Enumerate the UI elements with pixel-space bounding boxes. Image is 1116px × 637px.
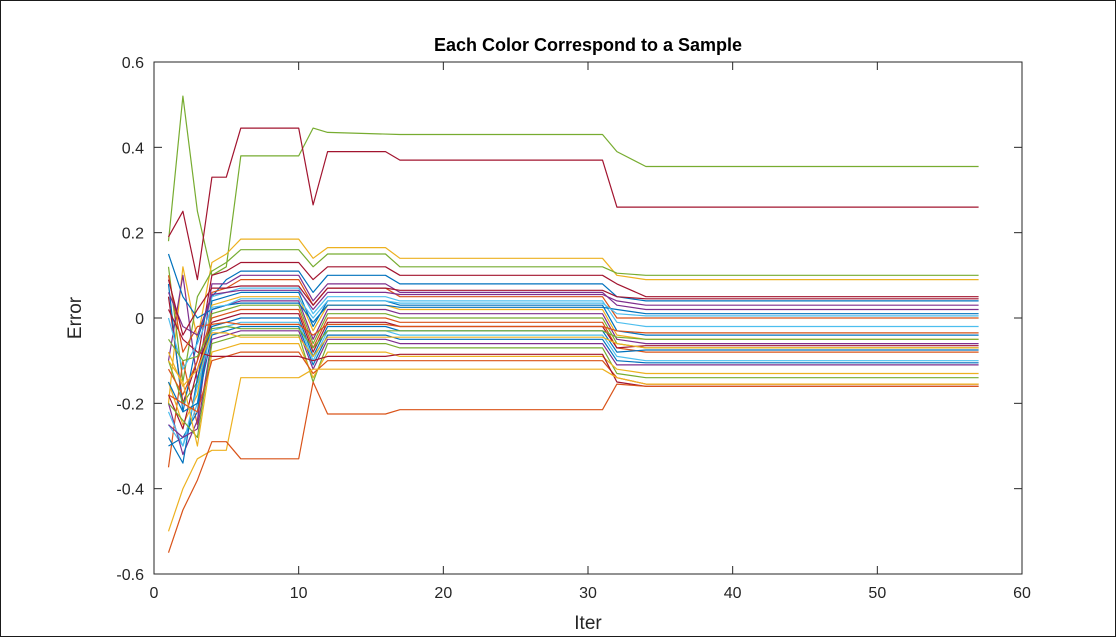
series-layer	[167, 95, 979, 553]
x-axis-label: Iter	[574, 613, 602, 634]
series-line-23	[167, 309, 979, 387]
y-tick-label: 0.4	[122, 140, 144, 157]
series-line-18	[167, 325, 979, 413]
series-line-31	[167, 332, 979, 387]
series-line-32	[167, 279, 979, 336]
x-tick-label: 0	[150, 585, 159, 602]
series-line-7	[167, 274, 979, 383]
x-tick-label: 10	[290, 585, 308, 602]
y-tick-label: -0.4	[116, 482, 144, 499]
x-tick-label: 20	[434, 585, 452, 602]
series-line-4	[167, 249, 979, 383]
series-line-30	[167, 289, 979, 336]
series-line-27	[167, 275, 979, 353]
y-tick-label: -0.2	[116, 396, 144, 413]
series-line-25	[167, 381, 979, 553]
series-line-6	[167, 270, 979, 413]
tick-layer: 0 10 20 30 40 50 60 -0.6 -0.4 -0.2 0 0.2 0.4 0.6	[116, 55, 1031, 602]
x-tick-label: 60	[1013, 585, 1031, 602]
series-line-21	[168, 343, 979, 447]
chart-title: Each Color Correspond to a Sample	[434, 35, 742, 55]
y-tick-label: 0	[135, 311, 144, 328]
series-line-10	[168, 291, 979, 447]
y-tick-label: -0.6	[116, 567, 144, 584]
y-tick-label: 0.6	[122, 55, 144, 72]
y-tick-label: 0.2	[122, 226, 144, 243]
series-line-29	[168, 325, 979, 362]
series-line-2	[167, 127, 979, 281]
x-tick-label: 30	[579, 585, 597, 602]
x-tick-label: 40	[724, 585, 742, 602]
y-axis-label: Error	[65, 296, 86, 339]
series-line-26	[167, 253, 979, 323]
series-line-11	[167, 296, 979, 426]
series-line-28	[167, 298, 979, 370]
series-line-3	[167, 238, 979, 404]
series-line-24	[167, 368, 979, 532]
x-tick-label: 50	[868, 585, 886, 602]
series-line-1	[167, 95, 979, 276]
